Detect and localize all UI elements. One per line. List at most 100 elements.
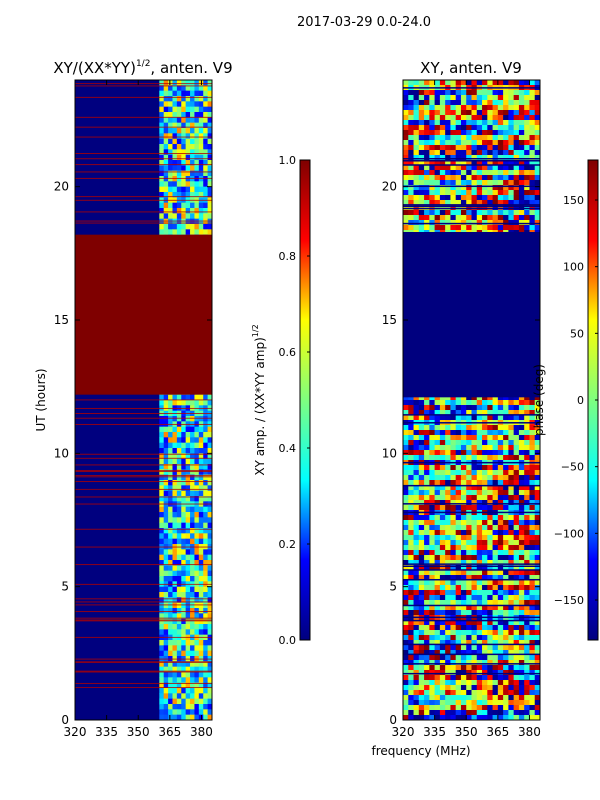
phase-cell bbox=[429, 610, 436, 616]
phase-cell bbox=[497, 530, 504, 536]
amplitude-cell bbox=[185, 186, 191, 193]
amplitude-cell bbox=[194, 448, 200, 454]
amplitude-colorbar-tick-label: 0.4 bbox=[279, 442, 297, 455]
phase-cell bbox=[455, 625, 462, 631]
amplitude-cell bbox=[172, 554, 178, 561]
phase-cell bbox=[524, 635, 530, 641]
amplitude-cell bbox=[203, 469, 209, 476]
phase-cell bbox=[418, 610, 425, 616]
phase-cell bbox=[450, 415, 457, 421]
phase-cell bbox=[455, 570, 462, 576]
phase-cell bbox=[455, 105, 462, 111]
phase-cell bbox=[466, 470, 472, 476]
amplitude-cell bbox=[203, 602, 209, 609]
phase-cell bbox=[418, 620, 425, 626]
phase-cell bbox=[439, 670, 446, 676]
amplitude-cell bbox=[159, 112, 165, 118]
amplitude-cell bbox=[176, 608, 182, 614]
phase-cell bbox=[450, 610, 457, 616]
phase-cell bbox=[408, 200, 415, 206]
phase-cell bbox=[413, 540, 420, 546]
phase-cell bbox=[497, 415, 504, 421]
phase-cell bbox=[508, 415, 515, 421]
phase-cell bbox=[476, 565, 483, 571]
phase-cell bbox=[439, 545, 446, 551]
phase-cell bbox=[497, 665, 504, 671]
phase-cell bbox=[487, 555, 494, 561]
phase-cell bbox=[403, 490, 409, 496]
amplitude-cell bbox=[159, 608, 165, 614]
phase-cell bbox=[534, 565, 540, 571]
amplitude-cell bbox=[194, 698, 200, 705]
amplitude-cell bbox=[159, 506, 165, 513]
phase-cell bbox=[466, 395, 472, 401]
phase-cell bbox=[503, 585, 509, 591]
amplitude-cell bbox=[207, 672, 212, 678]
phase-cell bbox=[455, 675, 462, 681]
amplitude-cell bbox=[185, 122, 191, 129]
phase-cell bbox=[518, 155, 525, 161]
phase-cell bbox=[418, 565, 425, 571]
phase-cell bbox=[403, 710, 409, 716]
phase-cell bbox=[429, 655, 436, 661]
phase-cell bbox=[418, 705, 425, 711]
phase-cell bbox=[450, 620, 457, 626]
phase-cell bbox=[529, 160, 536, 166]
phase-cell bbox=[487, 90, 494, 96]
amplitude-cell bbox=[159, 432, 165, 438]
phase-cell bbox=[487, 445, 494, 451]
phase-cell bbox=[503, 220, 509, 226]
phase-cell bbox=[503, 95, 509, 101]
phase-cell bbox=[476, 705, 483, 711]
phase-cell bbox=[429, 555, 436, 561]
phase-cell bbox=[408, 580, 415, 586]
phase-cell bbox=[513, 625, 520, 631]
amplitude-cell bbox=[159, 586, 165, 593]
phase-cell bbox=[408, 670, 415, 676]
phase-cell bbox=[413, 560, 420, 566]
amplitude-cell bbox=[203, 101, 209, 108]
phase-cell bbox=[503, 110, 509, 116]
phase-cell bbox=[429, 435, 436, 441]
phase-cell bbox=[413, 465, 420, 471]
amplitude-cell bbox=[159, 650, 165, 657]
amplitude-cell bbox=[176, 517, 182, 524]
phase-cell bbox=[534, 415, 540, 421]
amplitude-cell bbox=[185, 666, 191, 673]
phase-cell bbox=[524, 560, 530, 566]
phase-cell bbox=[534, 550, 540, 556]
phase-cell bbox=[529, 705, 536, 711]
phase-cell bbox=[492, 455, 499, 461]
phase-cell bbox=[418, 630, 425, 636]
phase-cell bbox=[482, 585, 488, 591]
amplitude-cell bbox=[181, 538, 187, 545]
phase-cell bbox=[434, 475, 441, 481]
phase-cell bbox=[450, 125, 457, 131]
phase-cell bbox=[434, 480, 441, 486]
amplitude-cell bbox=[159, 448, 165, 454]
phase-cell bbox=[429, 150, 436, 156]
phase-cell bbox=[529, 690, 536, 696]
amplitude-cell bbox=[181, 576, 187, 582]
amplitude-cell bbox=[163, 117, 169, 124]
phase-cell bbox=[418, 185, 425, 191]
amplitude-cell bbox=[194, 426, 200, 433]
amplitude-cell bbox=[168, 661, 173, 668]
amplitude-cell bbox=[207, 128, 212, 134]
amplitude-cell bbox=[168, 192, 173, 198]
phase-cell bbox=[445, 155, 451, 161]
amplitude-cell bbox=[207, 90, 212, 97]
phase-cell bbox=[429, 695, 436, 701]
amplitude-cell bbox=[198, 629, 204, 636]
amplitude-cell bbox=[207, 154, 212, 161]
phase-cell bbox=[534, 405, 540, 411]
phase-cell bbox=[524, 690, 530, 696]
phase-cell bbox=[460, 150, 467, 156]
phase-cell bbox=[471, 400, 478, 406]
phase-cell bbox=[492, 165, 499, 171]
phase-cell bbox=[508, 210, 515, 216]
phase-cell bbox=[508, 675, 515, 681]
phase-cell bbox=[418, 525, 425, 531]
amplitude-cell bbox=[172, 645, 178, 652]
phase-cell bbox=[534, 170, 540, 176]
